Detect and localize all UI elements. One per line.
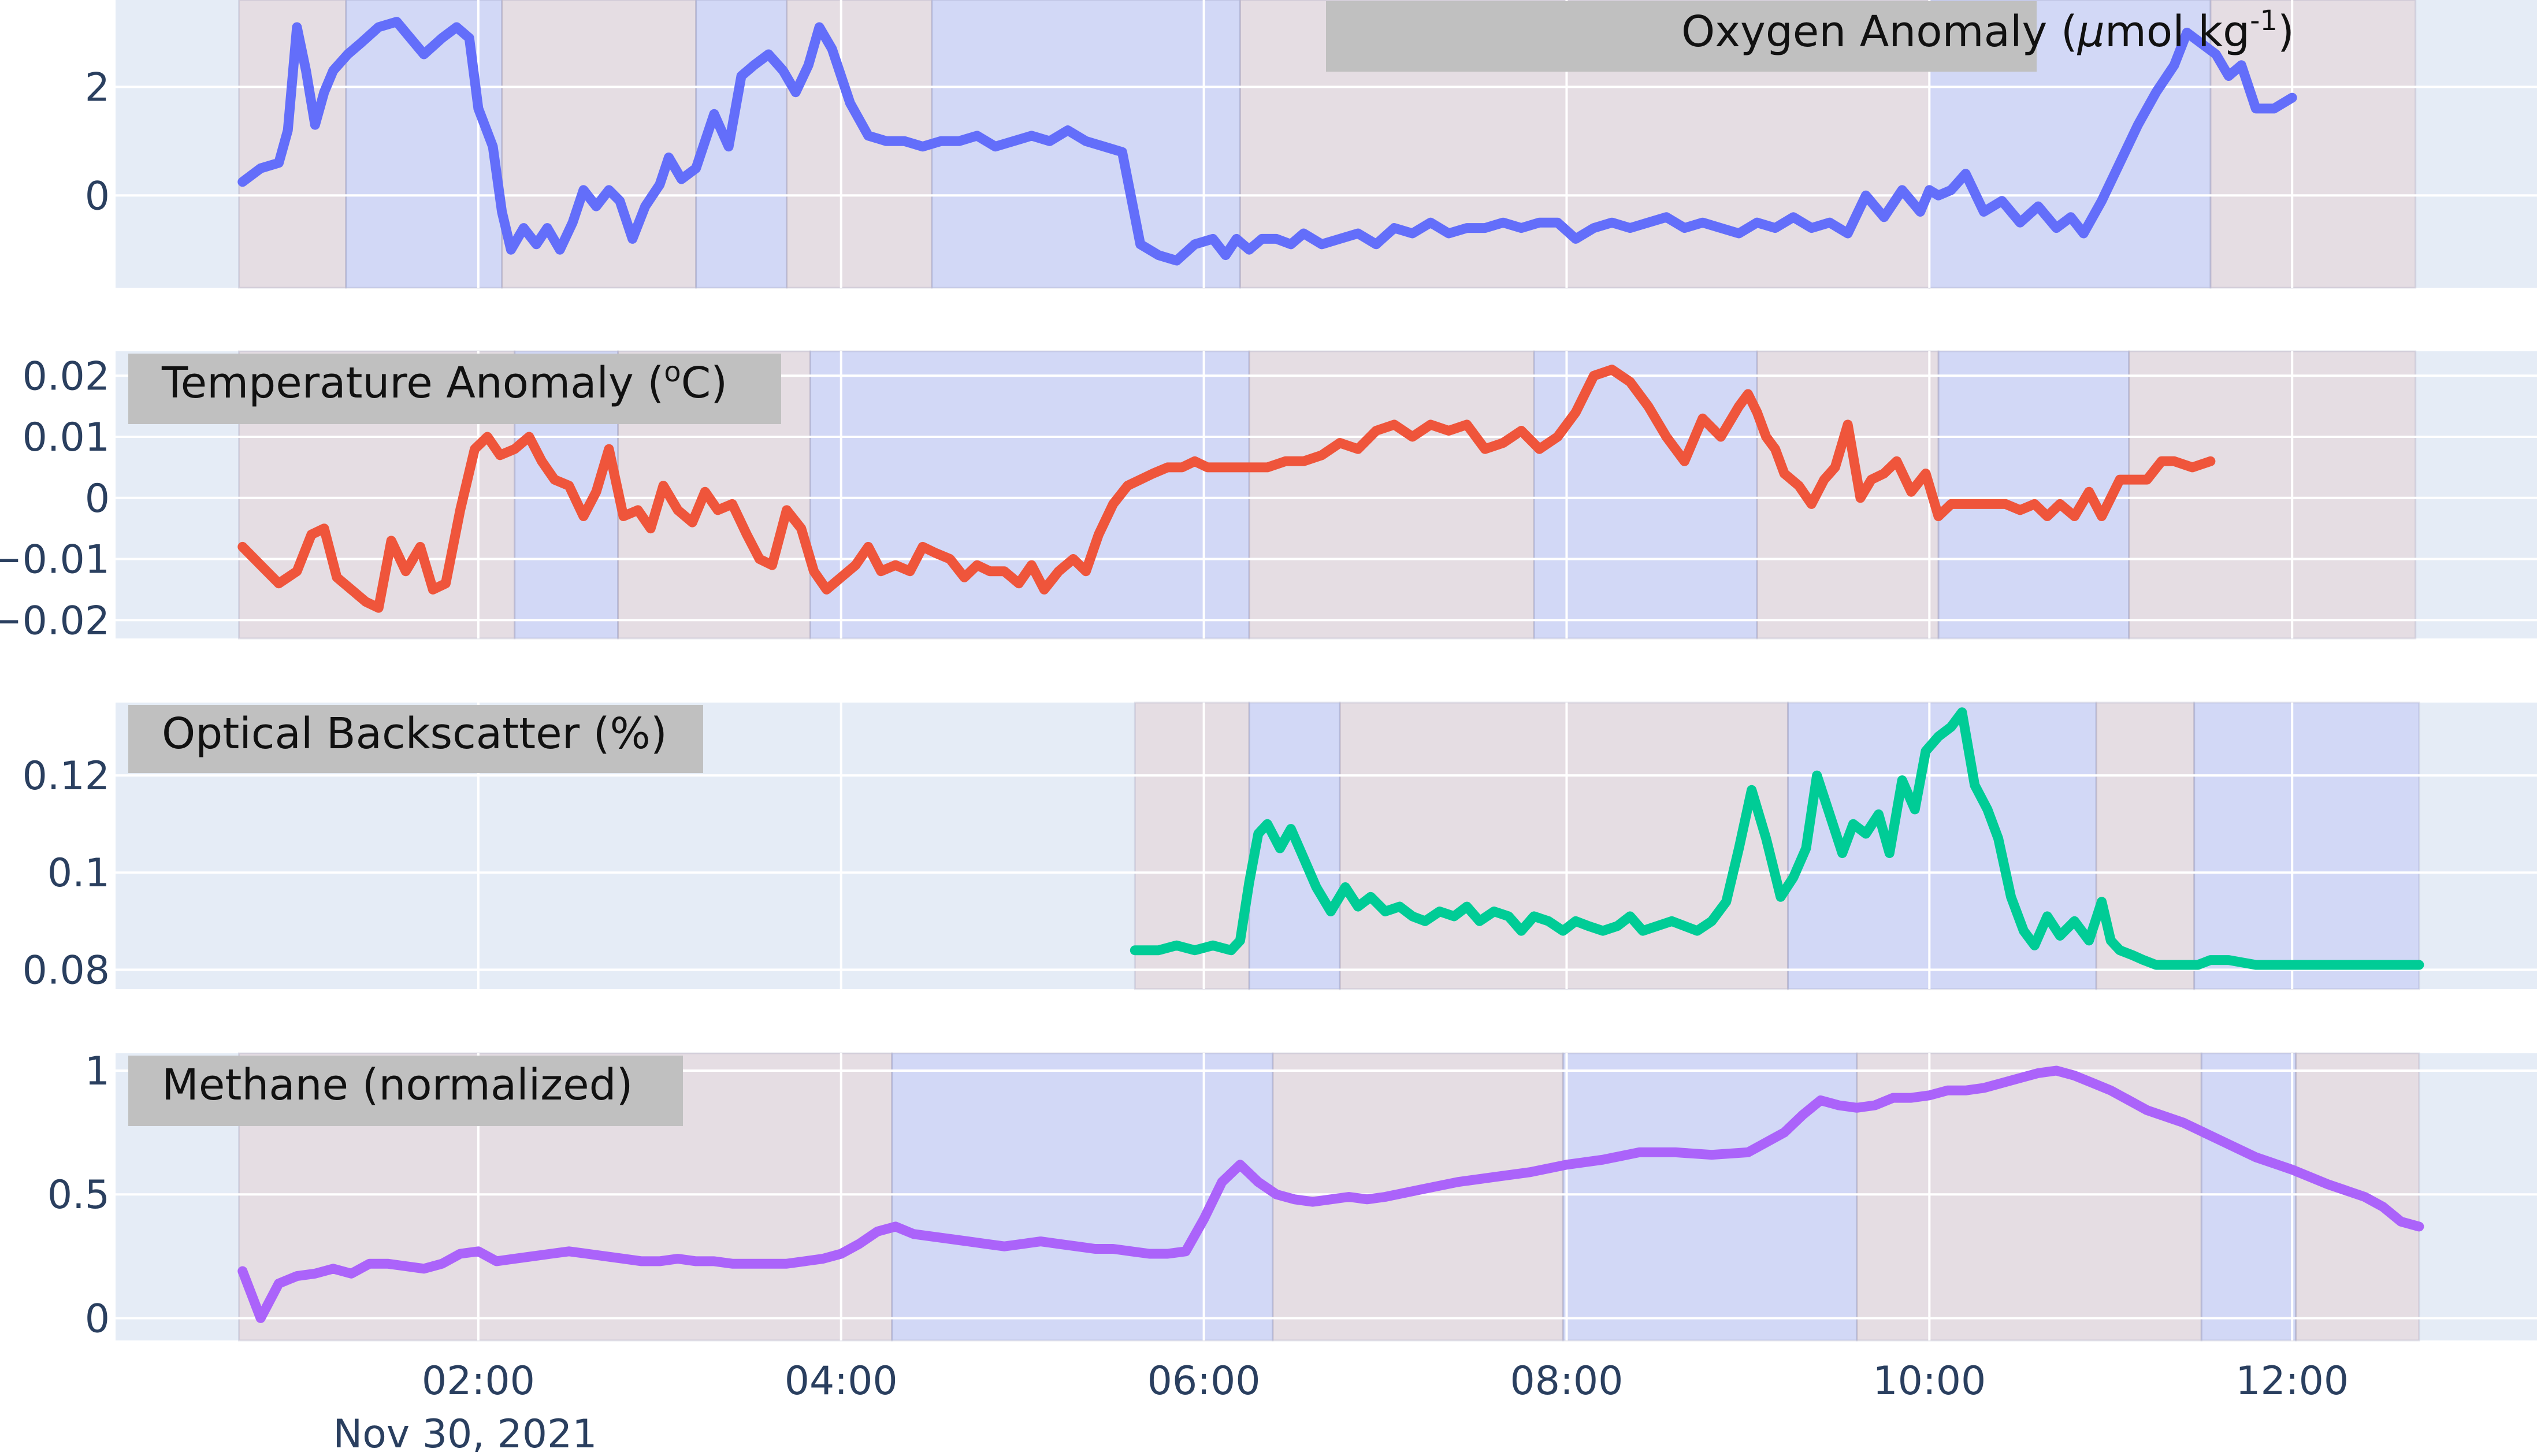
y-tick-label: 0.01	[23, 415, 110, 460]
data-series-line	[237, 17, 2297, 266]
shaded-band	[809, 350, 1250, 640]
x-tick-label: 12:00	[2235, 1358, 2349, 1404]
x-tick-label: 04:00	[785, 1358, 898, 1404]
y-tick-label: 1	[85, 1049, 110, 1094]
x-axis-date-label: Nov 30, 2021	[333, 1412, 597, 1456]
panel-title-box	[1326, 1, 2037, 72]
shaded-band	[2209, 0, 2417, 289]
shaded-band	[1786, 701, 2097, 990]
panel-title-box	[128, 354, 781, 424]
shaded-band	[695, 0, 788, 289]
x-tick-label: 06:00	[1147, 1358, 1261, 1404]
y-tick-label: 0	[85, 476, 110, 522]
time-x-axis: Nov 30, 2021 02:00 04:00 06:00 08:00 10:00 12…	[333, 1358, 2349, 1456]
panel-title: Temperature Anomaly (oC)	[161, 356, 727, 408]
data-series-line	[1130, 707, 2424, 970]
y-tick-label: 0.02	[23, 354, 110, 399]
y-tick-label: 0.12	[23, 753, 110, 799]
shaded-band	[1562, 1052, 1858, 1342]
y-tick-label: 0.08	[23, 948, 110, 993]
shaded-band	[2193, 701, 2420, 990]
oxygen-anomaly-panel: 0 2 Oxygen Anomaly (µmol kg-1)	[85, 0, 2537, 289]
y-tick-label: −0.01	[0, 537, 110, 583]
shaded-band	[1248, 350, 1535, 640]
panel-title-box	[128, 1056, 683, 1126]
y-tick-label: 0.5	[47, 1172, 110, 1218]
temperature-anomaly-panel: 0.02 0.01 0 −0.01 −0.02 Temperature Anomaly (…	[0, 350, 2537, 644]
y-tick-label: 2	[85, 65, 110, 110]
shaded-band	[2200, 1052, 2297, 1342]
data-series-line	[237, 365, 2216, 613]
x-tick-label: 02:00	[422, 1358, 535, 1404]
x-tick-label: 10:00	[1873, 1358, 1986, 1404]
panel-title-box	[128, 705, 703, 773]
panel-title: Methane (normalized)	[162, 1060, 633, 1110]
panel-title: Optical Backscatter (%)	[162, 709, 667, 759]
y-tick-label: 0	[85, 173, 110, 219]
x-tick-label: 08:00	[1510, 1358, 1623, 1404]
panel-title: Oxygen Anomaly (µmol kg-1)	[1681, 5, 2294, 57]
y-tick-label: −0.02	[0, 598, 110, 644]
shaded-band	[1134, 701, 1250, 990]
methane-panel: 1 0.5 0 Methane (normalized)	[47, 1049, 2537, 1342]
y-tick-label: 0.1	[47, 850, 110, 896]
y-tick-label: 0	[85, 1296, 110, 1342]
shaded-band	[1339, 701, 1789, 990]
data-series-line	[237, 1065, 2424, 1323]
optical-backscatter-panel: 0.12 0.1 0.08 Optical Backscatter (%)	[23, 701, 2537, 993]
shaded-band	[2128, 350, 2417, 640]
shaded-band	[1937, 350, 2130, 640]
